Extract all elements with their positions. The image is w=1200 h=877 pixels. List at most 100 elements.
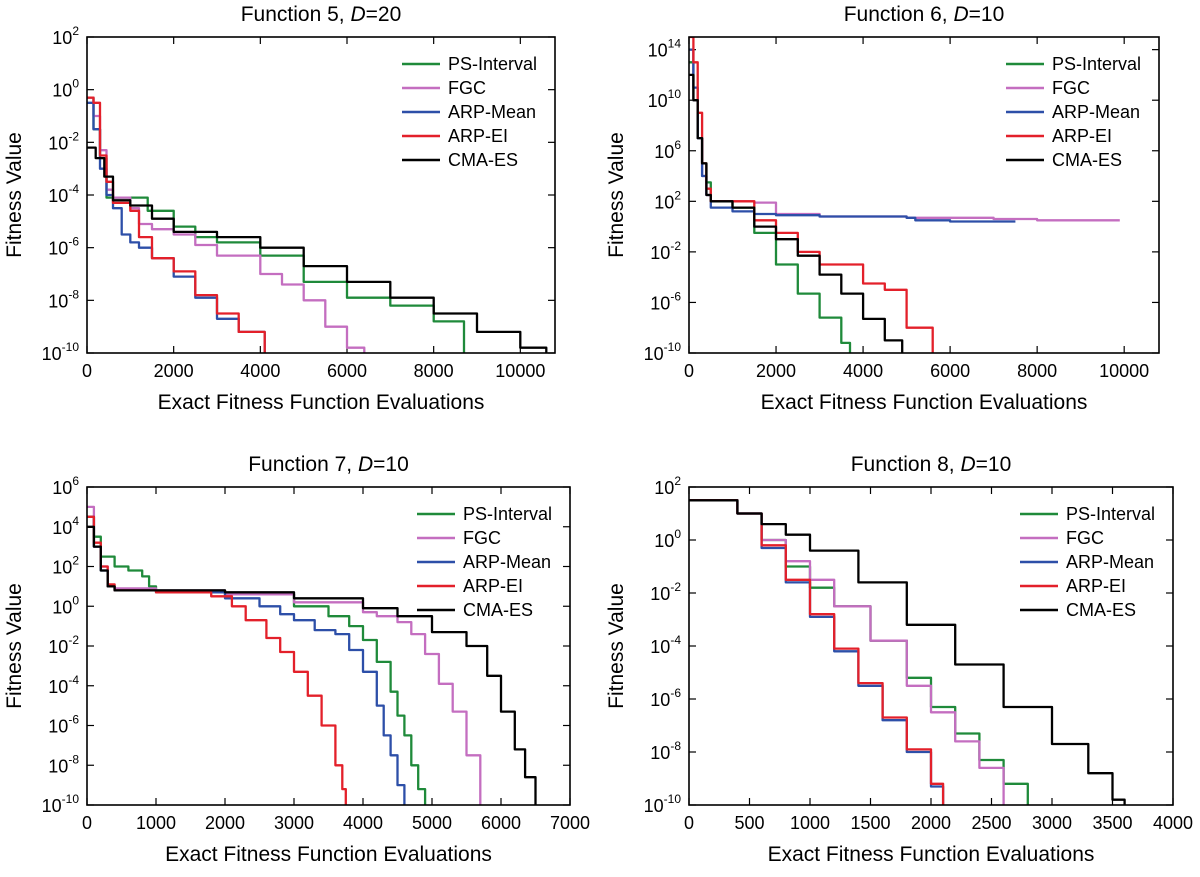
series-line-arp-mean: [689, 499, 945, 805]
x-tick-label: 3000: [274, 813, 314, 833]
y-tick-label: 10-6: [48, 713, 79, 737]
x-tick-label: 3500: [1092, 813, 1132, 833]
y-tick-label: 10-4: [48, 673, 79, 697]
series-line-cma-es: [689, 499, 1126, 805]
legend-label: ARP-EI: [448, 126, 508, 146]
y-tick-base: 10: [48, 239, 68, 259]
y-tick-label: 1010: [648, 87, 682, 111]
plot-frame: [688, 486, 1174, 806]
y-tick-exponent: -4: [670, 633, 681, 647]
legend-label: CMA-ES: [448, 150, 518, 170]
y-tick-base: 10: [52, 558, 72, 578]
y-tick-label: 102: [52, 24, 79, 48]
y-tick-exponent: -8: [68, 752, 79, 766]
y-tick-exponent: 2: [674, 188, 681, 202]
x-tick-label: 6000: [930, 361, 970, 381]
chart-title: Function 5, D=20: [241, 3, 402, 26]
x-tick-label: 4000: [343, 813, 383, 833]
x-tick-label: 2000: [756, 361, 796, 381]
y-tick-exponent: 2: [72, 554, 79, 568]
legend-label: PS-Interval: [1066, 504, 1155, 524]
legend-label: CMA-ES: [463, 600, 533, 620]
legend-label: ARP-EI: [1052, 126, 1112, 146]
y-tick-label: 102: [654, 188, 681, 212]
y-tick-label: 104: [52, 514, 79, 538]
x-tick-label: 4000: [1153, 813, 1193, 833]
x-tick-label: 1000: [136, 813, 176, 833]
y-tick-label: 10-6: [48, 235, 79, 259]
y-tick-base: 10: [52, 597, 72, 617]
plot-frame: [688, 36, 1160, 354]
y-tick-exponent: 0: [674, 527, 681, 541]
series-line-arp-mean: [87, 515, 406, 805]
y-tick-label: 102: [654, 474, 681, 498]
y-tick-label: 10-2: [650, 239, 681, 263]
y-tick-label: 106: [654, 138, 681, 162]
x-tick-label: 6000: [327, 361, 367, 381]
y-tick-base: 10: [48, 756, 68, 776]
y-axis-label: Fitness Value: [605, 132, 628, 258]
chart-title-suffix: =10: [976, 453, 1012, 476]
y-tick-label: 10-10: [644, 792, 682, 816]
y-tick-label: 100: [52, 593, 79, 617]
y-tick-label: 102: [52, 554, 79, 578]
y-tick-base: 10: [52, 81, 72, 101]
y-tick-exponent: 2: [72, 24, 79, 38]
y-tick-label: 10-2: [48, 129, 79, 153]
legend-label: FGC: [1066, 528, 1104, 548]
x-tick-label: 0: [82, 361, 92, 381]
series-line-fgc: [689, 499, 1005, 805]
legend-label: CMA-ES: [1052, 150, 1122, 170]
x-tick-label: 6000: [481, 813, 521, 833]
y-tick-exponent: -6: [68, 713, 79, 727]
y-tick-exponent: -8: [670, 739, 681, 753]
y-tick-exponent: -6: [670, 289, 681, 303]
y-tick-label: 106: [52, 474, 79, 498]
series-line-cma-es: [689, 73, 904, 353]
legend-label: PS-Interval: [448, 54, 537, 74]
y-tick-exponent: -2: [670, 239, 681, 253]
x-tick-label: 3000: [1032, 813, 1072, 833]
legend-label: ARP-EI: [1066, 576, 1126, 596]
x-tick-label: 1000: [790, 813, 830, 833]
x-axis-label: Exact Fitness Function Evaluations: [761, 391, 1088, 414]
y-tick-base: 10: [52, 478, 72, 498]
chart-title-suffix: =10: [373, 453, 409, 476]
y-tick-base: 10: [48, 133, 68, 153]
y-tick-base: 10: [48, 291, 68, 311]
x-tick-label: 10000: [1099, 361, 1149, 381]
series-line-arp-ei: [689, 499, 945, 805]
chart-title: Function 8, D=10: [851, 453, 1012, 476]
x-tick-label: 0: [684, 813, 694, 833]
y-tick-base: 10: [644, 344, 664, 364]
y-tick-label: 10-6: [650, 686, 681, 710]
y-tick-base: 10: [654, 192, 674, 212]
plot-frame: [86, 486, 571, 806]
y-tick-label: 10-8: [48, 752, 79, 776]
y-tick-label: 10-4: [48, 182, 79, 206]
legend-label: ARP-Mean: [463, 552, 551, 572]
y-tick-exponent: -6: [670, 686, 681, 700]
chart-title-suffix: =10: [969, 3, 1005, 26]
plot-frame: [86, 36, 556, 354]
series-line-arp-ei: [689, 37, 934, 353]
y-tick-exponent: 0: [72, 77, 79, 91]
y-tick-label: 10-4: [650, 633, 681, 657]
chart-panel: Function 8, D=100 500 1000 1500 2000 2500 3000…: [605, 453, 1193, 866]
series-line-cma-es: [87, 525, 537, 805]
x-tick-label: 2000: [911, 813, 951, 833]
x-tick-label: 4000: [843, 361, 883, 381]
y-tick-exponent: 0: [72, 593, 79, 607]
chart-title-prefix: Function 8,: [851, 453, 961, 476]
y-tick-base: 10: [42, 344, 62, 364]
chart-title-prefix: Function 5,: [241, 3, 351, 26]
y-tick-exponent: -4: [68, 673, 79, 687]
y-tick-exponent: 2: [674, 474, 681, 488]
y-tick-exponent: -10: [62, 340, 80, 354]
series-line-cma-es: [87, 146, 548, 353]
y-tick-label: 10-2: [650, 580, 681, 604]
x-tick-label: 8000: [1017, 361, 1057, 381]
y-tick-label: 10-10: [42, 340, 80, 364]
y-tick-base: 10: [648, 91, 668, 111]
